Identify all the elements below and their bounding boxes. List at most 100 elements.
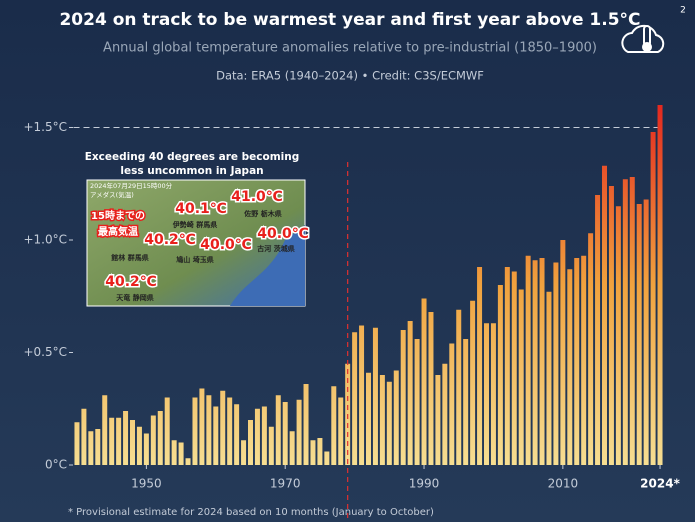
bar (136, 426, 142, 465)
bar (546, 291, 552, 465)
inset-temp: 40.1℃ (175, 201, 227, 217)
bar (192, 397, 198, 465)
bar (254, 408, 260, 465)
bar (317, 438, 323, 465)
inset-place: 鳩山 埼玉県 (176, 255, 213, 264)
bar (615, 206, 621, 465)
inset-caption: less uncommon in Japan (120, 165, 263, 177)
bar (463, 339, 469, 465)
bar (310, 440, 316, 465)
bar (268, 426, 274, 465)
y-tick-label: 0°C (45, 458, 67, 472)
x-tick-label: 1970 (270, 477, 301, 491)
chart-title: 2024 on track to be warmest year and fir… (59, 10, 640, 30)
bar (622, 179, 628, 465)
bar (88, 431, 94, 465)
bar (282, 402, 288, 465)
bar (595, 195, 601, 465)
bar (484, 323, 489, 465)
bar (602, 165, 607, 465)
bar (296, 399, 302, 465)
logo (621, 24, 665, 53)
bar (248, 420, 253, 465)
inset-place: 伊勢崎 群馬県 (172, 220, 217, 229)
inset-place: 佐野 栃木県 (243, 209, 281, 218)
bar (130, 420, 135, 465)
bar (553, 262, 559, 465)
bar (143, 433, 149, 465)
bar (629, 177, 635, 465)
bar (539, 258, 545, 465)
inset-sea (230, 225, 305, 306)
bar (421, 298, 427, 465)
bar (428, 312, 434, 465)
bar (102, 395, 108, 465)
bar (650, 132, 656, 465)
bar (206, 395, 212, 465)
bar (116, 417, 122, 465)
bar (532, 260, 538, 465)
bar (109, 417, 115, 465)
bar (95, 429, 101, 465)
inset-place: 天竜 静岡県 (116, 293, 153, 302)
bar (518, 289, 524, 465)
subtitle: Annual global temperature anomalies rela… (103, 41, 597, 56)
bar (386, 381, 392, 465)
bar (359, 325, 365, 465)
bar (150, 415, 156, 465)
inset-place: 館林 群馬県 (111, 253, 148, 262)
bar (379, 375, 385, 465)
bar (581, 255, 587, 465)
bar (241, 440, 247, 465)
bar (657, 105, 663, 465)
bar (352, 332, 358, 465)
bar (289, 431, 295, 465)
bar (338, 397, 344, 465)
inset-temp: 40.0℃ (257, 226, 309, 242)
bar (456, 309, 462, 465)
bar (393, 370, 399, 465)
bar (588, 233, 594, 465)
inset-place: 古河 茨城県 (257, 244, 294, 253)
x-tick-label: 2024* (640, 477, 680, 491)
inset-box-label: 最高気温 (98, 225, 138, 238)
bar (400, 330, 406, 465)
bar (220, 390, 226, 465)
bar (199, 388, 205, 465)
bar (303, 384, 309, 465)
bar (574, 258, 580, 465)
bar (525, 255, 531, 465)
bar (275, 395, 281, 465)
bar (643, 199, 649, 465)
y-tick-label: +1.0°C (23, 233, 67, 247)
bar (470, 300, 476, 465)
bar (449, 343, 455, 465)
x-tick-label: 2010 (548, 477, 579, 491)
bar (636, 204, 642, 465)
bar (407, 321, 413, 465)
bar (157, 411, 163, 465)
inset-temp: 41.0℃ (231, 189, 283, 205)
inset-header: アメダス(気温) (90, 190, 134, 199)
bar (477, 267, 483, 465)
bar (261, 406, 267, 465)
bar (511, 271, 517, 465)
bar (497, 285, 503, 465)
y-tick-label: +0.5°C (23, 345, 67, 359)
bar (608, 186, 614, 465)
bar (414, 339, 420, 465)
x-tick-label: 1990 (409, 477, 440, 491)
bar (178, 442, 184, 465)
bar (366, 372, 371, 465)
bar (324, 451, 330, 465)
footnote: * Provisional estimate for 2024 based on… (68, 507, 434, 518)
inset-temp: 40.2℃ (144, 232, 196, 248)
inset-temp: 40.0℃ (200, 237, 252, 253)
bar (227, 397, 233, 465)
bar (185, 458, 191, 465)
x-tick-label: 1950 (131, 477, 162, 491)
y-tick-label: +1.5°C (23, 120, 67, 134)
bar (81, 408, 87, 465)
